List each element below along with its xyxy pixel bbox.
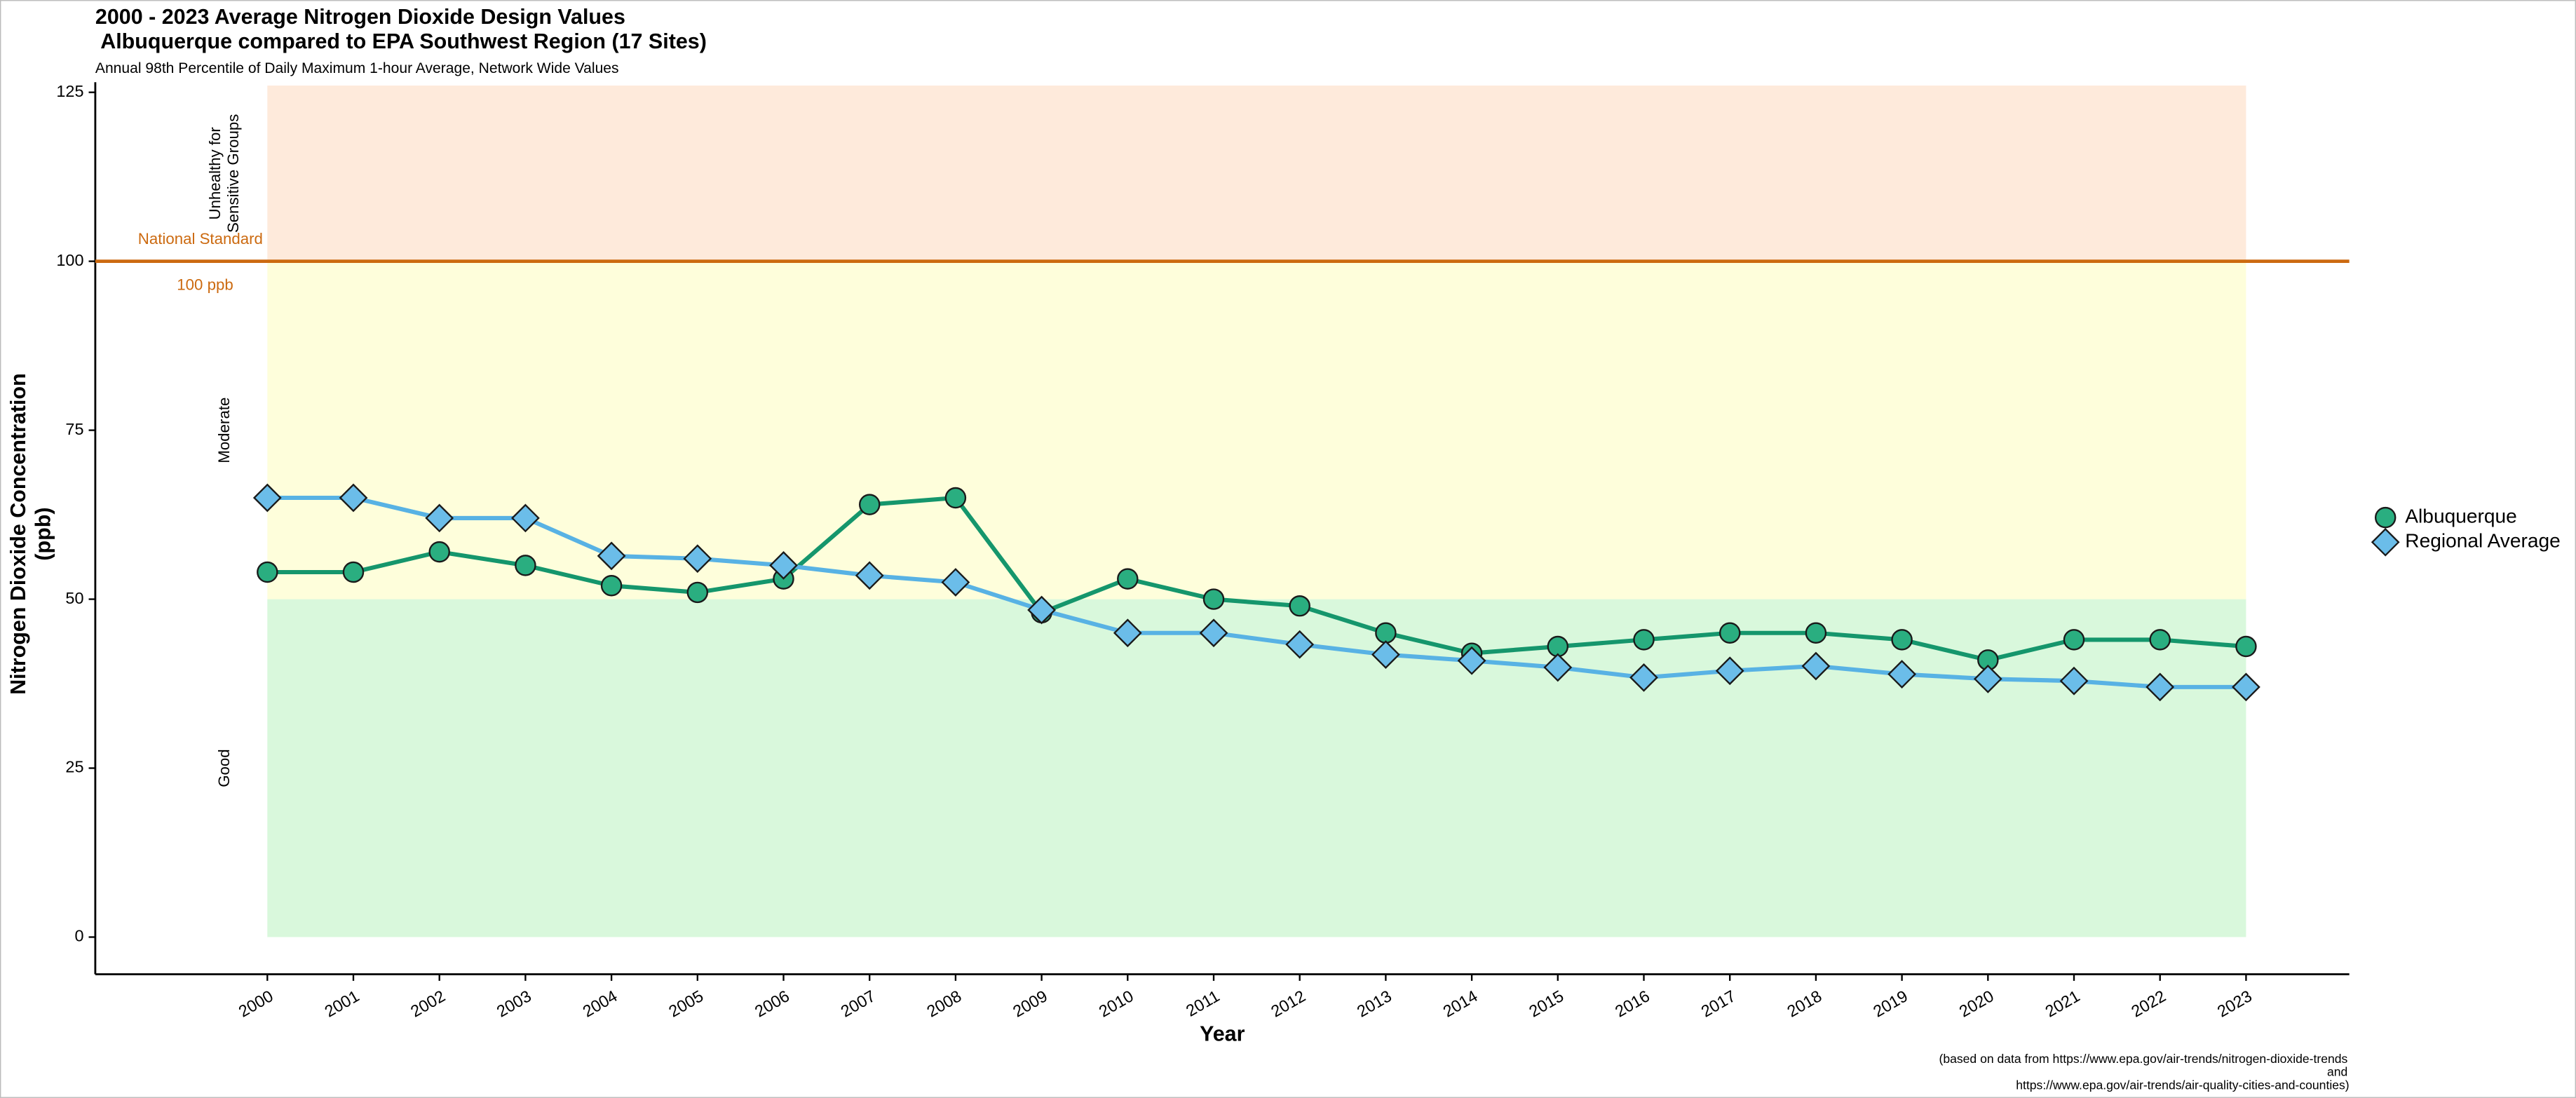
chart-title: 2000 - 2023 Average Nitrogen Dioxide Des… bbox=[95, 5, 625, 29]
point bbox=[511, 503, 540, 533]
point bbox=[1285, 630, 1315, 659]
point bbox=[1973, 664, 2002, 693]
y-tick-label: 25 bbox=[65, 758, 83, 776]
point bbox=[2149, 629, 2171, 651]
point bbox=[1801, 651, 1831, 681]
point bbox=[597, 541, 626, 571]
point bbox=[342, 561, 365, 583]
point bbox=[1202, 588, 1225, 610]
point bbox=[425, 503, 454, 533]
point bbox=[1719, 622, 1741, 644]
band-label-group: Unhealthy for bbox=[206, 127, 224, 220]
legend-marker bbox=[2371, 527, 2400, 557]
band-label-group: Moderate bbox=[215, 398, 233, 463]
point bbox=[1715, 656, 1744, 686]
aqi-band bbox=[267, 261, 2246, 599]
point bbox=[1457, 646, 1486, 675]
y-tick-label: 50 bbox=[65, 589, 83, 607]
point bbox=[1117, 568, 1139, 590]
point bbox=[855, 561, 884, 590]
point bbox=[1633, 629, 1655, 651]
legend-label: Albuquerque bbox=[2405, 506, 2516, 527]
point bbox=[683, 544, 712, 574]
series-line bbox=[267, 495, 2246, 689]
point bbox=[1887, 660, 1917, 689]
point bbox=[2235, 635, 2257, 658]
point bbox=[2145, 672, 2175, 702]
caption: (based on data from https://www.epa.gov/… bbox=[1939, 1052, 2348, 1066]
point bbox=[769, 550, 798, 580]
point bbox=[1375, 622, 1397, 644]
point bbox=[1199, 618, 1228, 648]
standard-label: National Standard bbox=[138, 230, 263, 248]
point bbox=[252, 483, 282, 513]
point bbox=[1891, 629, 1913, 651]
aqi-band bbox=[267, 86, 2246, 262]
point bbox=[1629, 663, 1658, 692]
legend-label: Regional Average bbox=[2405, 530, 2560, 552]
y-tick-label: 125 bbox=[56, 82, 83, 100]
aqi-band bbox=[267, 599, 2246, 937]
y-tick-label: 75 bbox=[65, 420, 83, 438]
point bbox=[2063, 629, 2085, 651]
legend-marker bbox=[2374, 506, 2397, 529]
y-axis-label: Nitrogen Dioxide Concentration bbox=[6, 373, 30, 695]
band-label: Unhealthy for bbox=[206, 127, 224, 220]
point bbox=[944, 487, 967, 509]
band-label: Moderate bbox=[215, 398, 233, 463]
band-label-group: Good bbox=[215, 749, 233, 787]
point bbox=[1113, 618, 1142, 648]
x-axis-label: Year bbox=[1200, 1022, 1245, 1045]
standard-value-label: 100 ppb bbox=[177, 276, 233, 294]
point bbox=[428, 541, 450, 563]
point bbox=[1289, 595, 1310, 617]
point bbox=[1543, 653, 1573, 682]
point bbox=[2232, 672, 2260, 702]
point bbox=[1371, 640, 1400, 670]
caption: and bbox=[2327, 1065, 2347, 1079]
point bbox=[515, 555, 536, 576]
band-label: Good bbox=[215, 749, 233, 787]
y-tick-label: 0 bbox=[74, 927, 83, 945]
point bbox=[2059, 666, 2089, 696]
caption: https://www.epa.gov/air-trends/air-quali… bbox=[2016, 1078, 2349, 1092]
point bbox=[257, 561, 278, 583]
series-line bbox=[267, 495, 2246, 663]
point bbox=[600, 575, 623, 597]
point bbox=[941, 568, 970, 597]
chart-title: Albuquerque compared to EPA Southwest Re… bbox=[95, 29, 707, 53]
point bbox=[858, 494, 881, 515]
y-tick-label: 100 bbox=[56, 251, 83, 269]
point bbox=[1805, 622, 1827, 644]
y-axis-label: (ppb) bbox=[31, 508, 55, 561]
point bbox=[686, 581, 709, 604]
band-label: Sensitive Groups bbox=[224, 114, 242, 233]
point bbox=[1027, 595, 1057, 625]
point bbox=[339, 483, 368, 513]
band-label-group: Sensitive Groups bbox=[224, 114, 242, 233]
chart-subtitle: Annual 98th Percentile of Daily Maximum … bbox=[95, 60, 619, 76]
